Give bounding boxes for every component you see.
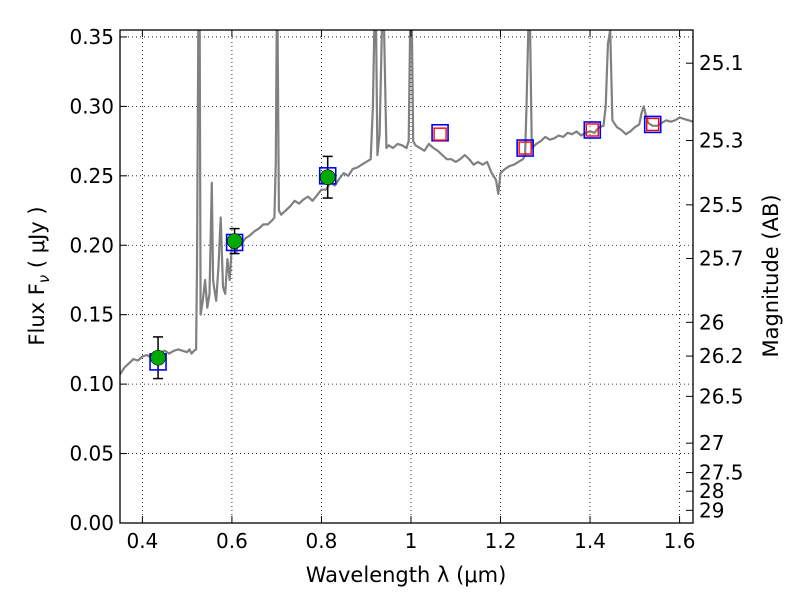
y2-tick-label: 26 xyxy=(699,310,724,334)
y-tick-label: 0.25 xyxy=(69,164,114,188)
y2-tick-label: 25.3 xyxy=(699,129,744,153)
y2-tick-label: 29 xyxy=(699,498,724,522)
x-tick-label: 0.4 xyxy=(126,529,158,553)
predicted-point xyxy=(433,127,447,141)
y2-tick-label: 25.1 xyxy=(699,51,744,75)
x-tick-label: 0.6 xyxy=(216,529,248,553)
y-tick-label: 0.15 xyxy=(69,303,114,327)
y2-axis-title: Magnitude (AB) xyxy=(759,194,783,357)
y-tick-label: 0.00 xyxy=(69,511,114,535)
x-tick-label: 1.2 xyxy=(485,529,517,553)
predicted-point xyxy=(585,123,599,137)
measured-point xyxy=(319,169,336,186)
y-axis-title: Flux Fν ( μJy ) xyxy=(25,206,53,345)
y2-tick-label: 26.2 xyxy=(699,344,744,368)
y2-tick-label: 25.7 xyxy=(699,246,744,270)
y-axis-title-unit: ( μJy ) xyxy=(25,206,49,274)
plot-frame xyxy=(119,29,694,524)
y2-tick-label: 27.5 xyxy=(699,461,744,485)
y-tick-label: 0.10 xyxy=(69,372,114,396)
x-tick-label: 1 xyxy=(405,529,418,553)
plot-area xyxy=(120,30,693,523)
measured-point xyxy=(150,349,166,366)
model-point xyxy=(583,121,602,139)
y2-tick-label: 25.5 xyxy=(699,193,744,217)
y-tick-label: 0.05 xyxy=(69,442,114,466)
predicted-point xyxy=(518,141,532,155)
model-point xyxy=(643,115,662,134)
x-tick-label: 1.4 xyxy=(574,529,606,553)
spectrum-line xyxy=(120,30,693,376)
x-tick-label: 1.6 xyxy=(664,529,696,553)
y-tick-label: 0.30 xyxy=(69,94,114,118)
y-tick-label: 0.35 xyxy=(69,25,114,49)
model-point xyxy=(516,139,534,157)
x-axis-title: Wavelength λ (μm) xyxy=(306,563,507,587)
measured-point xyxy=(226,233,243,249)
y-axis-title-main: Flux F xyxy=(25,283,49,345)
predicted-point xyxy=(646,117,660,132)
y-tick-label: 0.20 xyxy=(69,233,114,257)
y-axis-title-subscript: ν xyxy=(35,275,53,283)
y2-tick-label: 28 xyxy=(699,479,724,503)
y2-tick-label: 26.5 xyxy=(699,384,744,408)
series-layer xyxy=(120,30,693,380)
axes: 0.4 0.6 0.8 1 1.2 1.4 1.6 0.00 0.05 0.10 0.15 0.20 0… xyxy=(69,25,743,553)
y2-tick-label: 27 xyxy=(699,431,724,455)
x-tick-label: 0.8 xyxy=(306,529,338,553)
